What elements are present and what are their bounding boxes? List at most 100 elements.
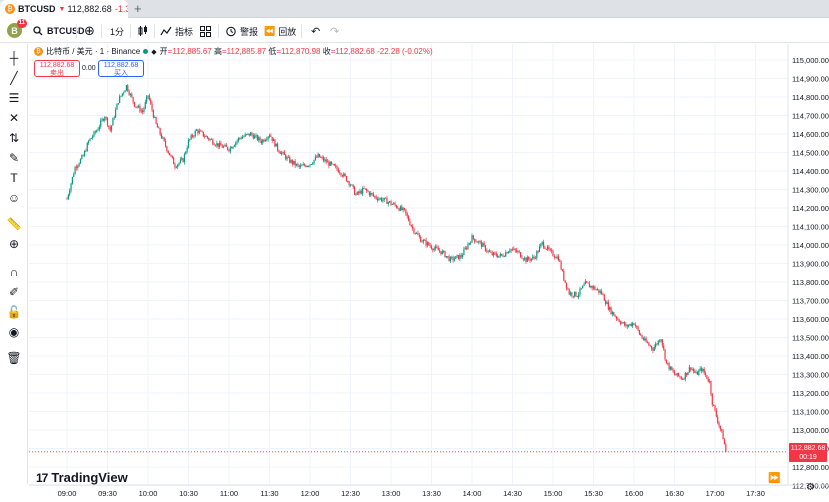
candle-body (483, 243, 485, 246)
candle-body (695, 372, 697, 373)
indicators-button[interactable]: 指标 (160, 19, 193, 43)
undo-button[interactable]: ↶ (311, 19, 320, 43)
candle-body (88, 140, 90, 143)
candle-body (406, 213, 408, 217)
candle-body (661, 339, 663, 346)
candle-body (160, 134, 163, 139)
trendline-icon[interactable]: ╱ (10, 71, 18, 85)
candle-body (259, 137, 261, 141)
candle-body (594, 286, 596, 290)
ruler-icon[interactable]: 📏 (6, 217, 22, 231)
candle-body (537, 251, 539, 253)
candle-body (682, 378, 684, 380)
legend-title[interactable]: 比特币 / 美元 · 1 · Binance (46, 47, 141, 56)
eye-icon[interactable]: ◆ (151, 48, 157, 56)
pattern-icon[interactable]: ✕ (8, 111, 20, 125)
candle-body (470, 242, 472, 244)
candle-body (575, 291, 577, 297)
candle-body (667, 362, 669, 364)
candle-body (304, 164, 306, 166)
chart-type-button[interactable] (137, 19, 149, 43)
candle-body (487, 250, 489, 252)
candle-body (671, 366, 673, 371)
avatar[interactable]: B 11 (7, 19, 27, 38)
candle-body (699, 368, 701, 371)
visibility-icon[interactable]: ◉ (8, 325, 20, 339)
candle-body (532, 256, 534, 259)
candle-body (69, 190, 71, 195)
y-tick-label: 114,900.00 (792, 75, 829, 84)
bitcoin-icon: ₿ (5, 4, 15, 14)
candle-body (156, 123, 159, 128)
candle-body (332, 163, 334, 165)
crosshair-icon[interactable]: ┼ (9, 51, 19, 65)
replay-button[interactable]: ⏪ 回放 (264, 19, 296, 43)
candle-body (441, 250, 443, 255)
stay-drawing-icon[interactable]: ✐ (8, 285, 20, 299)
candle-body (379, 198, 381, 199)
symbol-search-button[interactable]: BTCUSD (33, 19, 85, 43)
candle-body (321, 157, 323, 159)
emoji-icon[interactable]: ☺ (7, 191, 21, 205)
fib-retracement-icon[interactable]: ☰ (8, 91, 20, 105)
candle-body (298, 165, 300, 167)
candle-body (375, 196, 377, 199)
candle-body (482, 243, 484, 247)
trash-icon[interactable]: 🗑 (6, 351, 22, 365)
zoom-in-icon[interactable]: ⊕ (8, 237, 20, 251)
candle-body (286, 157, 288, 160)
candle-body (700, 368, 703, 372)
candle-body (181, 158, 183, 160)
sell-button[interactable]: 112,882.68 卖出 (34, 60, 80, 77)
candle-body (337, 169, 339, 173)
candle-body (447, 256, 449, 257)
candle-body (174, 164, 176, 168)
candle-body (140, 110, 142, 112)
candle-body (691, 369, 693, 370)
candle-body (108, 125, 110, 127)
tradingview-logo[interactable]: 17 TradingView (36, 470, 128, 485)
browser-tab[interactable]: ₿ BTCUSD ▼ 112,882.68 -1.31% × (0, 0, 128, 18)
candle-body (703, 369, 705, 374)
candle-body (704, 373, 707, 376)
toolbar-divider (76, 24, 77, 38)
candle-body (636, 325, 638, 327)
alarm-icon (226, 26, 236, 37)
text-icon[interactable]: T (10, 171, 18, 185)
redo-icon: ↷ (330, 25, 340, 38)
candle-body (117, 103, 119, 104)
low-value: =112,870.98 (276, 47, 321, 56)
gear-icon[interactable]: ⚙ (806, 482, 815, 493)
lock-icon[interactable]: 🔓 (6, 305, 22, 319)
candle-body (676, 372, 678, 376)
alert-button[interactable]: 警报 (225, 19, 258, 43)
candle-body (136, 106, 138, 108)
compare-button[interactable]: ⊕ (84, 19, 95, 43)
redo-button[interactable]: ↷ (330, 19, 339, 43)
x-tick-label: 15:00 (544, 489, 563, 498)
candle-body (457, 255, 460, 260)
candle-body (434, 246, 437, 249)
brush-icon[interactable]: ✎ (8, 151, 20, 165)
buy-button[interactable]: 112,882.68 买入 (98, 60, 144, 77)
candle-body (287, 157, 289, 158)
candle-body (476, 241, 478, 243)
interval-button[interactable]: 1分 (110, 26, 125, 37)
candles-icon (138, 25, 147, 36)
sell-price: 112,882.68 (39, 62, 75, 69)
candle-body (453, 258, 456, 261)
magnet-icon[interactable]: ∩ (9, 265, 19, 279)
candle-body (657, 340, 659, 345)
fast-forward-icon[interactable]: ⏩ (768, 473, 781, 484)
candle-body (217, 143, 219, 147)
candle-body (502, 255, 504, 257)
candle-body (74, 166, 76, 175)
bitcoin-icon: ₿ (34, 47, 43, 56)
new-tab-button[interactable]: + (134, 1, 142, 16)
candle-body (264, 139, 267, 142)
candle-body (683, 379, 685, 380)
layouts-button[interactable] (200, 19, 211, 43)
candle-body (223, 146, 225, 148)
forecast-icon[interactable]: ⇅ (8, 131, 20, 145)
